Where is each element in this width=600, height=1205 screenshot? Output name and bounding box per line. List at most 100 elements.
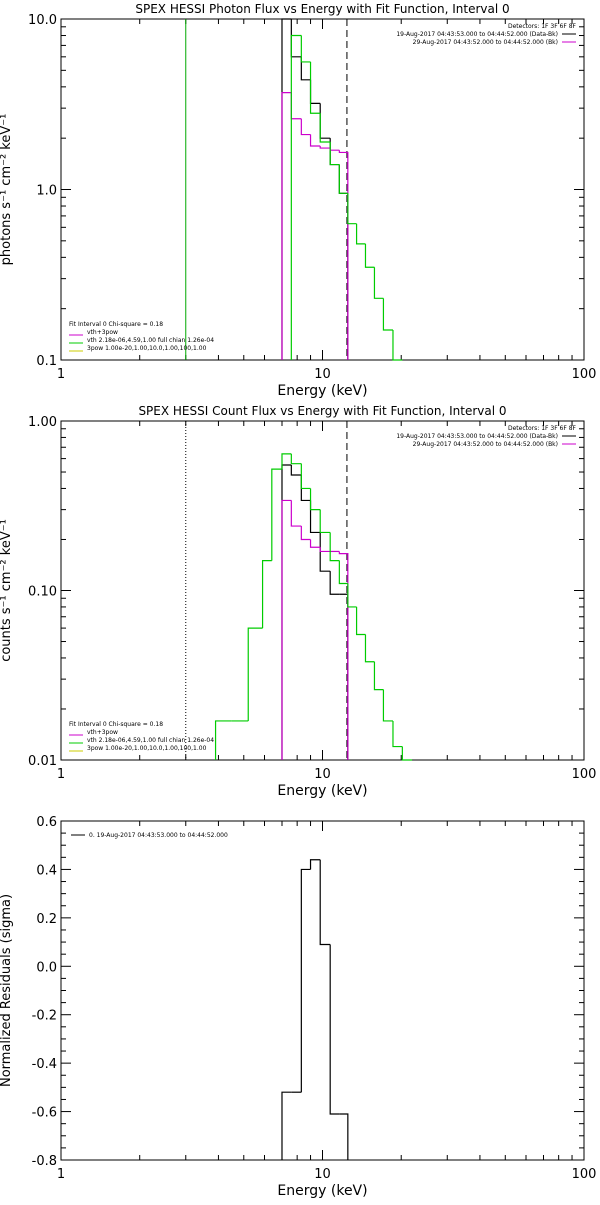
legend-entry: vth 2.18e-06,4.59,1.00 full chian 1.26e-… (87, 337, 214, 344)
step-bin (309, 488, 321, 511)
step-bin (290, 34, 302, 360)
step-bin (319, 859, 331, 946)
legend-entry: Detectors: 1F 3F 6F 8F (508, 425, 577, 432)
step-bin (401, 746, 413, 761)
step-bin (300, 868, 311, 1093)
step-bin (247, 627, 263, 721)
y-tick-label: 1.0 (36, 184, 57, 199)
step-bin (309, 61, 321, 114)
legend-entry: vth+3pow (87, 329, 118, 336)
legend-entry: 3pow 1.00e-20,1.00,10.0,1.00,100,1.00 (87, 745, 207, 752)
step-bin (319, 113, 331, 143)
legend-entry: 19-Aug-2017 04:43:53.000 to 04:44:52.000… (396, 433, 558, 440)
chart-title: SPEX HESSI Photon Flux vs Energy with Fi… (135, 2, 509, 16)
step-bin (281, 464, 292, 760)
step-bin (319, 547, 331, 553)
step-bin (309, 500, 321, 534)
x-tick-label: 1 (57, 367, 65, 382)
chart-panel-3: 1 10 100 -0.8 -0.6 -0.4 -0.2 0.0 0.2 0.4 0.6 Energy… (0, 815, 596, 1199)
step-bin (392, 720, 403, 748)
legend-entry: 29-Aug-2017 04:43:52.000 to 04:44:52.000… (413, 441, 558, 448)
step-bin (329, 944, 340, 1115)
step-bin (364, 243, 375, 268)
step-bin (309, 79, 321, 104)
step-bin (392, 329, 403, 361)
step-bin (329, 141, 340, 166)
legend-entry: 19-Aug-2017 04:43:53.000 to 04:44:52.000… (396, 31, 558, 38)
step-bin (281, 18, 292, 360)
step-bin (290, 19, 302, 58)
y-tick-label: 0.10 (28, 585, 57, 600)
step-bin (329, 148, 340, 151)
step-bin (300, 35, 311, 63)
step-bin (281, 499, 292, 760)
step-bin (309, 134, 321, 147)
step-bin (329, 138, 340, 166)
step-bin (300, 463, 311, 490)
x-tick-label: 10 (314, 367, 331, 382)
y-axis-label: photons s⁻¹ cm⁻² keV⁻¹ (0, 114, 14, 266)
x-tick-label: 100 (572, 367, 597, 382)
step-bin (214, 720, 232, 760)
step-bin (300, 118, 311, 136)
y-tick-label: 0.4 (36, 863, 57, 878)
y-tick-label: -0.4 (32, 1057, 57, 1072)
series-2 (290, 34, 403, 361)
step-bin (300, 56, 311, 81)
step-bin (355, 606, 366, 636)
step-bin (300, 475, 311, 502)
step-bin (281, 1091, 292, 1160)
step-bin (347, 583, 357, 608)
step-bin (300, 526, 311, 541)
step-bin (364, 634, 375, 663)
series-2 (214, 453, 413, 761)
x-tick-label: 100 (572, 767, 597, 782)
series-0 (281, 859, 349, 1160)
step-bin (319, 103, 331, 139)
y-tick-label: -0.6 (32, 1106, 57, 1121)
y-axis-label: Normalized Residuals (sigma) (0, 894, 14, 1087)
legend-entry: vth+3pow (87, 729, 118, 736)
step-bin (338, 551, 349, 760)
step-bin (309, 539, 321, 548)
x-tick-label: 1 (57, 1167, 65, 1182)
plot-frame (60, 820, 585, 1161)
y-tick-label: 0.0 (36, 960, 57, 975)
step-bin (319, 509, 331, 534)
y-tick-label: 0.01 (28, 754, 57, 769)
step-bin (290, 453, 302, 465)
step-bin (281, 92, 292, 360)
step-bin (338, 164, 348, 194)
step-bin (382, 298, 393, 331)
step-bin (382, 689, 393, 722)
step-bin (309, 859, 321, 870)
chart-title: SPEX HESSI Count Flux vs Energy with Fit… (138, 404, 506, 418)
x-tick-label: 1 (57, 767, 65, 782)
series-1 (281, 499, 349, 760)
chart-panel-1: SPEX HESSI Photon Flux vs Energy with Fi… (0, 2, 596, 399)
legend-entry: 29-Aug-2017 04:43:52.000 to 04:44:52.000… (413, 39, 558, 46)
step-bin (290, 92, 302, 120)
y-tick-label: -0.2 (32, 1009, 57, 1024)
step-bin (281, 453, 292, 470)
legend-entry: Fit Interval 0 Chi-square = 0.18 (69, 721, 163, 728)
step-bin (373, 661, 384, 691)
step-bin (355, 223, 366, 245)
x-axis-label: Energy (keV) (277, 783, 367, 799)
legend-entry: vth 2.18e-06,4.59,1.00 full chian 1.26e-… (87, 737, 214, 744)
x-tick-label: 10 (314, 1167, 331, 1182)
step-bin (347, 193, 357, 225)
plot-frame (60, 420, 585, 761)
step-bin (290, 500, 302, 527)
step-bin (261, 560, 272, 629)
y-tick-label: -0.8 (32, 1154, 57, 1169)
x-tick-label: 10 (314, 767, 331, 782)
step-bin (329, 571, 340, 595)
step-bin (271, 468, 282, 561)
legend-entry: 0. 19-Aug-2017 04:43:53.000 to 04:44:52.… (89, 832, 228, 839)
step-bin (338, 150, 349, 360)
x-tick-label: 100 (572, 1167, 597, 1182)
legend-entry: Detectors: 1F 3F 6F 8F (508, 23, 577, 30)
